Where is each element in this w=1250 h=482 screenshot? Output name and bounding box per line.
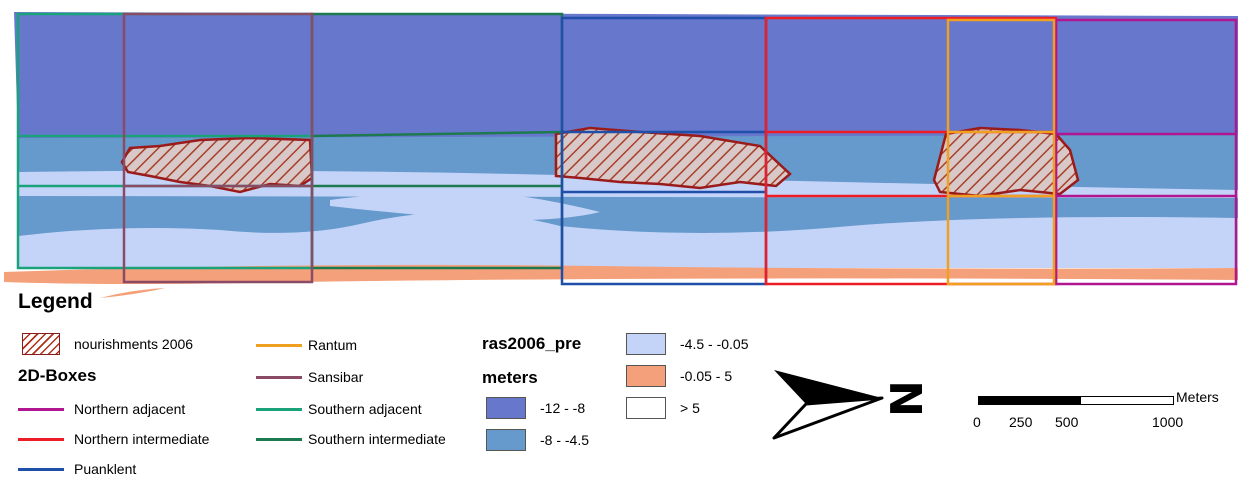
depth-swatch-2 bbox=[486, 429, 526, 451]
legend-label-northern-adjacent: Northern adjacent bbox=[74, 401, 186, 417]
raster-unit: meters bbox=[482, 368, 538, 387]
legend-label-southern-adjacent: Southern adjacent bbox=[308, 401, 422, 417]
nourishments-swatch bbox=[22, 333, 60, 355]
box-sansibar bbox=[122, 12, 314, 284]
legend-label-northern-intermediate: Northern intermediate bbox=[74, 431, 210, 447]
depth-zone-shallow-strip bbox=[18, 170, 1238, 202]
north-arrow-icon: N bbox=[772, 370, 933, 440]
depth-zone-deep bbox=[14, 12, 1238, 140]
scale-tick-0: 0 bbox=[973, 414, 981, 430]
legend-line-southern-intermediate bbox=[256, 438, 302, 441]
box-rantum bbox=[946, 18, 1056, 286]
legend-line-northern-adjacent bbox=[18, 408, 64, 411]
legend-line-puanklent bbox=[18, 468, 64, 471]
depth-zone-beach-tail bbox=[100, 288, 165, 298]
nourishments-label: nourishments 2006 bbox=[74, 336, 194, 352]
scale-bar-black-segment bbox=[978, 396, 1080, 405]
depth-label-5: > 5 bbox=[680, 400, 700, 416]
legend-label-puanklent: Puanklent bbox=[74, 461, 137, 477]
scale-bar-white-segment bbox=[1080, 396, 1174, 405]
depth-label-4: -0.05 - 5 bbox=[680, 368, 733, 384]
legend-label-sansibar: Sansibar bbox=[308, 369, 364, 385]
legend-line-sansibar bbox=[256, 376, 302, 379]
depth-label-3: -4.5 - -0.05 bbox=[680, 336, 749, 352]
legend-label-rantum: Rantum bbox=[308, 337, 358, 353]
legend-line-northern-intermediate bbox=[18, 438, 64, 441]
legend-label-southern-intermediate: Southern intermediate bbox=[308, 431, 446, 447]
box-outlines bbox=[16, 12, 1238, 286]
depth-swatch-1 bbox=[486, 397, 526, 419]
legend-line-southern-adjacent bbox=[256, 408, 302, 411]
raster-heading: ras2006_pre bbox=[482, 334, 582, 353]
scale-tick-500: 500 bbox=[1055, 414, 1079, 430]
depth-zone-shallow-main bbox=[18, 212, 1238, 268]
depth-swatch-4 bbox=[626, 365, 666, 387]
map-canvas[interactable] bbox=[0, 0, 1250, 300]
nourishment-polygon bbox=[932, 126, 1080, 198]
depth-label-1: -12 - -8 bbox=[540, 400, 586, 416]
scale-tick-1000: 1000 bbox=[1152, 414, 1184, 430]
box-northern-adjacent bbox=[1054, 18, 1238, 286]
north-arrow-label: N bbox=[882, 380, 933, 417]
depth-zone-shallow-upper bbox=[330, 192, 600, 221]
scale-tick-250: 250 bbox=[1009, 414, 1033, 430]
boxes-heading: 2D-Boxes bbox=[18, 366, 97, 385]
scale-bar-unit: Meters bbox=[1176, 389, 1219, 405]
legend-title: Legend bbox=[18, 290, 93, 313]
depth-swatch-5 bbox=[626, 397, 666, 419]
depth-label-2: -8 - -4.5 bbox=[540, 432, 590, 448]
depth-swatch-3 bbox=[626, 333, 666, 355]
legend-line-rantum bbox=[256, 344, 302, 347]
